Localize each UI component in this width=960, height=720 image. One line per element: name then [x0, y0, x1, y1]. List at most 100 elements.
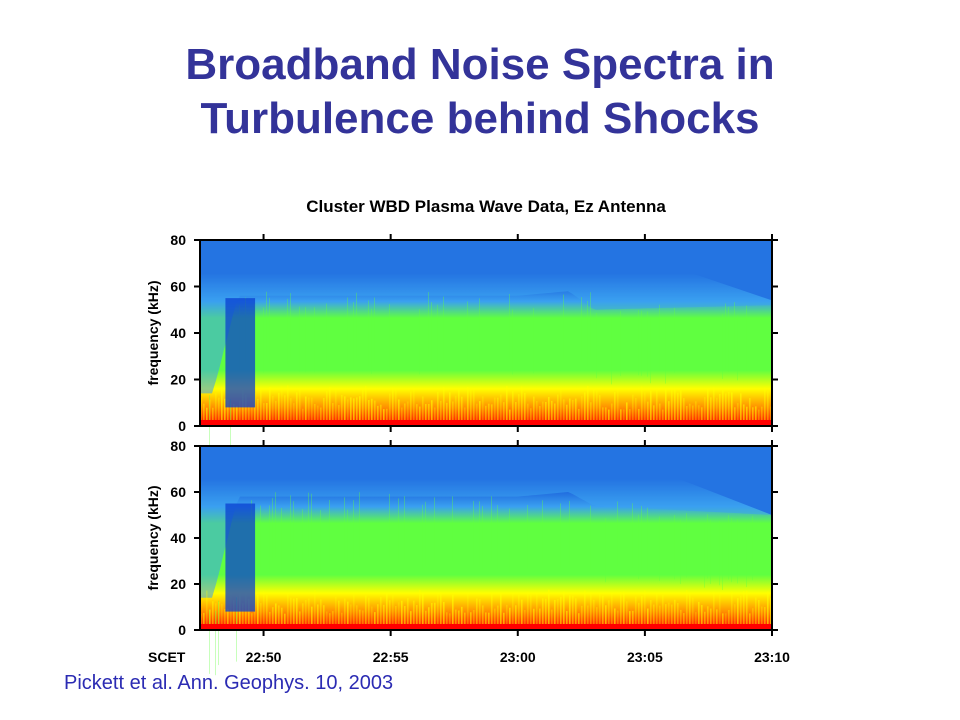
spectral-streak [347, 399, 349, 426]
transition-band-panel-2 [200, 446, 772, 598]
spectral-streak [311, 493, 312, 559]
spectral-streak [344, 598, 346, 630]
spectral-streak [644, 392, 646, 426]
spectral-streak [239, 593, 241, 630]
spectral-streak [590, 592, 592, 630]
spectral-streak [758, 599, 760, 630]
spectral-streak [206, 590, 208, 630]
spectral-streak [620, 591, 622, 630]
low-frequency-band [200, 420, 772, 426]
spectral-streak [287, 385, 289, 426]
spectral-streak [572, 595, 574, 630]
spectral-streak [530, 408, 532, 426]
spectral-streak [428, 292, 429, 358]
spectral-streak [485, 405, 487, 426]
spectral-streak [614, 391, 616, 426]
spectral-streak [209, 395, 210, 461]
spectral-streak [299, 306, 300, 372]
spectral-streak [725, 393, 727, 426]
spectral-streak [740, 393, 742, 426]
spectral-streak [347, 601, 349, 630]
spectral-streak [305, 599, 307, 630]
spectral-streak [665, 604, 667, 630]
spectral-streak [497, 397, 499, 426]
spectral-streak [278, 392, 280, 426]
spectral-streak [542, 500, 543, 565]
spectral-streak [704, 397, 706, 426]
spectral-streak [581, 297, 582, 363]
spectrogram-panels: 0 20 40 60 80 frequency (kHz) 0 20 40 60 80 frequen… [145, 232, 790, 676]
spectral-streak [659, 605, 661, 630]
spectral-streak [716, 609, 718, 630]
spectral-streak [275, 603, 277, 630]
spectral-streak [479, 298, 480, 364]
spectral-streak [605, 605, 607, 630]
spectral-streak [527, 505, 528, 570]
spectral-streak [293, 501, 294, 566]
spectral-streak [758, 409, 760, 426]
spectral-streak [752, 608, 754, 630]
spectral-streak [350, 604, 352, 630]
spectral-streak [560, 596, 562, 630]
spectral-streak [491, 496, 492, 561]
spectral-streak [362, 610, 364, 630]
spectral-streak [392, 594, 394, 630]
spectral-streak [728, 306, 729, 372]
spectral-streak [383, 604, 385, 630]
spectral-streak [380, 597, 382, 630]
spectral-streak [260, 603, 262, 630]
spectral-streak [497, 505, 498, 570]
spectral-streak [722, 390, 724, 426]
spectral-streak [620, 310, 621, 376]
spectral-streak [479, 401, 481, 426]
spectral-streak [686, 589, 688, 630]
spectral-streak [365, 385, 367, 426]
spectral-streak [293, 403, 295, 426]
spectral-streak [653, 604, 655, 630]
spectral-streak [365, 595, 367, 630]
spectral-streak [296, 392, 298, 426]
spectral-streak [353, 500, 354, 565]
spectral-streak [401, 600, 403, 630]
spectral-streak [650, 600, 652, 630]
y-tick-label: 0 [178, 622, 186, 638]
spectral-streak [353, 302, 354, 368]
spectral-streak [659, 516, 660, 581]
spectral-streak [428, 607, 430, 630]
spectral-streak [368, 400, 370, 426]
spectral-streak [407, 598, 409, 630]
spectral-streak [311, 606, 313, 630]
spectral-streak [689, 592, 691, 630]
slide-title: Broadband Noise Spectra in Turbulence be… [0, 38, 960, 146]
spectral-streak [290, 293, 291, 359]
spectral-streak [437, 593, 439, 630]
spectral-streak [296, 597, 298, 630]
spectral-streak [281, 386, 283, 426]
spectral-streak [398, 399, 400, 426]
spectral-streak [638, 514, 639, 580]
x-tick-label: 23:00 [500, 649, 536, 665]
spectral-streak [617, 610, 619, 630]
spectral-streak [473, 500, 474, 566]
spectral-streak [299, 388, 301, 426]
spectral-streak [416, 404, 418, 426]
spectral-streak [554, 403, 556, 426]
spectral-streak [602, 407, 604, 426]
spectral-streak [440, 400, 442, 426]
spectral-streak [203, 612, 205, 630]
spectral-streak [374, 400, 376, 426]
spectral-streak [662, 409, 664, 426]
spectral-streak [593, 388, 595, 426]
spectral-streak [686, 512, 687, 578]
spectral-streak [695, 401, 697, 426]
spectral-streak [287, 298, 288, 364]
spectral-streak [767, 390, 769, 426]
spectral-streak [506, 604, 508, 630]
spectral-streak [476, 403, 478, 426]
spectral-streak [533, 396, 535, 426]
spectral-streak [644, 590, 646, 630]
spectral-streak [596, 313, 597, 379]
low-frequency-band [200, 624, 772, 630]
spectral-streak [287, 592, 289, 630]
spectral-streak [761, 606, 763, 630]
